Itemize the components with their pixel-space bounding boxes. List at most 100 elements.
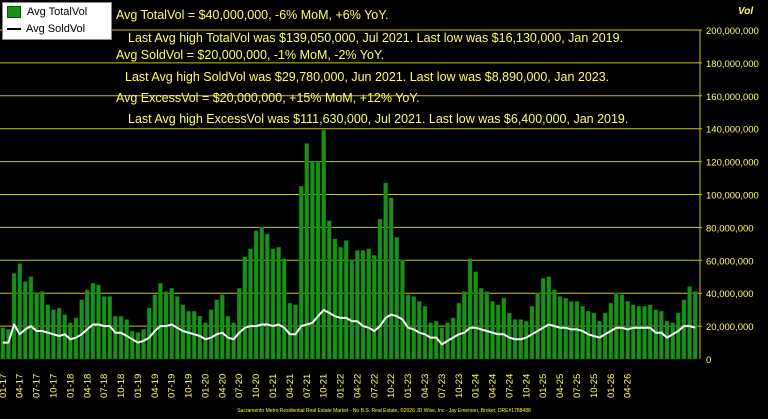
bar-total-vol (479, 288, 484, 360)
bar-total-vol (417, 301, 422, 360)
bar-total-vol (85, 289, 90, 360)
bar-total-vol (524, 320, 529, 360)
x-tick-label: 10-18 (116, 374, 127, 398)
bar-total-vol (355, 250, 360, 360)
bar-total-vol (349, 260, 355, 360)
grid-lines (0, 29, 702, 359)
line-sold-vol (2, 309, 696, 346)
bar-total-vol (28, 276, 34, 360)
bar-total-vol (546, 276, 552, 360)
legend-item-total: Avg TotalVol (7, 4, 87, 20)
x-tick-label: 07-19 (167, 374, 178, 398)
x-tick-label: 07-20 (234, 374, 245, 398)
bar-total-vol (124, 319, 129, 360)
bar-total-vol (552, 289, 557, 360)
bar-total-vol (287, 302, 293, 360)
y-axis-ticks: 0 20,000,000 40,000,000 60,000,000 80,000,00… (706, 26, 759, 366)
x-tick-label: 01-25 (538, 374, 549, 398)
bar-total-vol (495, 304, 501, 360)
bar-total-vol (248, 248, 253, 360)
bar-total-vol (130, 330, 135, 360)
bar-total-vol (383, 182, 388, 360)
annotation-sold-current: Avg SoldVol = $20,000,000, -1% MoM, -2% … (116, 48, 385, 62)
bar-total-vol (422, 306, 428, 360)
bar-total-vol (540, 278, 546, 360)
x-tick-label: 01-18 (65, 374, 76, 398)
bar-total-vol (237, 288, 242, 360)
x-tick-label: 04-26 (623, 374, 634, 398)
bar-total-vol (664, 320, 670, 360)
bar-total-vol (681, 299, 687, 360)
x-tick-label: 10-20 (251, 374, 262, 398)
annotation-excess-history: Last Avg high ExcessVol was $111,630,000… (128, 112, 629, 126)
x-tick-label: 04-19 (150, 374, 161, 398)
bar-total-vol (113, 316, 118, 360)
x-tick-label: 10-25 (589, 374, 600, 398)
y-tick-label: 200,000,000 (706, 26, 759, 37)
bar-total-vol (490, 301, 495, 360)
bar-total-vol (462, 291, 467, 360)
x-tick-label: 04-17 (15, 374, 26, 398)
total-vol-bars (0, 130, 698, 360)
bar-total-vol (394, 237, 400, 360)
x-tick-label: 01-20 (200, 374, 211, 398)
bar-total-vol (253, 230, 259, 360)
bar-total-vol (310, 161, 315, 360)
x-tick-label: 04-25 (555, 374, 566, 398)
y-tick-label: 60,000,000 (706, 256, 754, 267)
x-tick-label: 10-17 (48, 374, 59, 398)
bar-total-vol (631, 304, 636, 360)
bar-total-vol (642, 306, 647, 360)
bar-total-vol (208, 309, 214, 360)
bar-total-vol (231, 322, 236, 360)
bar-total-vol (687, 286, 692, 360)
bar-total-vol (484, 291, 490, 360)
x-tick-label: 01-26 (606, 374, 617, 398)
y-tick-label: 120,000,000 (706, 158, 759, 169)
bar-total-vol (501, 297, 507, 360)
bar-total-vol (282, 258, 287, 360)
bar-total-vol (68, 322, 73, 360)
bar-total-vol (428, 322, 433, 360)
bar-total-vol (388, 197, 394, 360)
bar-total-vol (338, 246, 343, 360)
y-tick-label: 80,000,000 (706, 223, 754, 234)
bar-total-vol (101, 296, 107, 360)
bar-total-vol (118, 316, 124, 360)
bar-total-vol (11, 273, 17, 360)
x-tick-label: 04-24 (488, 374, 499, 398)
x-tick-label: 07-21 (302, 374, 313, 398)
x-tick-label: 04-20 (217, 374, 228, 398)
x-tick-label: 10-22 (386, 374, 397, 398)
x-tick-label: 01-19 (133, 374, 144, 398)
bar-total-vol (692, 291, 698, 360)
y-tick-label: 180,000,000 (706, 59, 759, 70)
y-tick-label: 20,000,000 (706, 322, 754, 333)
bar-total-vol (535, 293, 540, 360)
bar-total-vol (17, 263, 22, 360)
y-axis-title: Vol (738, 6, 753, 17)
bar-total-vol (411, 296, 416, 360)
x-tick-label: 07-24 (504, 374, 515, 398)
bar-total-vol (298, 186, 304, 360)
bar-total-vol (152, 294, 158, 360)
bar-total-vol (636, 306, 642, 360)
x-tick-label: 07-25 (572, 374, 583, 398)
annotation-excess-current: Avg ExcessVol = $20,000,000, +15% MoM, +… (116, 91, 420, 105)
bar-total-vol (473, 271, 478, 360)
x-tick-label: 04-18 (82, 374, 93, 398)
bar-total-vol (90, 283, 96, 360)
bar-total-vol (467, 258, 473, 360)
y-tick-label: 40,000,000 (706, 289, 754, 300)
bar-total-vol (214, 299, 219, 360)
bar-total-vol (372, 255, 377, 360)
annotation-total-current: Avg TotalVol = $40,000,000, -6% MoM, +6%… (116, 8, 389, 22)
legend-bar-swatch (7, 6, 21, 18)
x-tick-label: 01-21 (268, 374, 279, 398)
bar-total-vol (456, 302, 461, 360)
bar-total-vol (34, 293, 39, 360)
x-tick-label: 07-23 (437, 374, 448, 398)
y-tick-label: 140,000,000 (706, 125, 759, 136)
x-tick-label: 10-19 (184, 374, 195, 398)
